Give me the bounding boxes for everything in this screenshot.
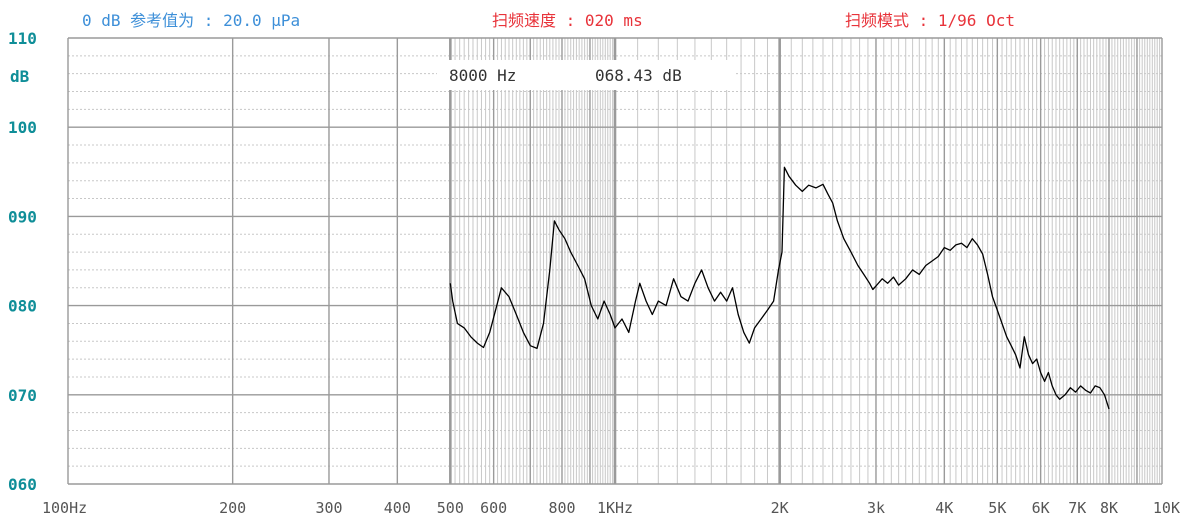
major-gridlines [67,37,1163,485]
x-tick-label: 6K [1032,499,1050,517]
x-tick-labels: 100Hz 200 300 400 500 600 800 1KHz 2K 3k 4K 5K 6K 7K 8… [42,499,1180,517]
readout-box [437,60,734,90]
y-tick-label: 090 [8,207,37,226]
x-tick-label: 400 [384,499,411,517]
x-tick-label: 2K [771,499,789,517]
x-tick-label: 3k [867,499,885,517]
x-tick-label: 10K [1153,499,1180,517]
x-tick-label: 5K [988,499,1006,517]
x-tick-label: 7K [1068,499,1086,517]
y-axis-unit-label: dB [10,67,30,86]
x-tick-label: 200 [219,499,246,517]
x-tick-label: 1KHz [597,499,633,517]
y-tick-label: 100 [8,118,37,137]
reference-level-label: 0 dB 参考值为 : 20.0 μPa [82,11,300,30]
x-tick-label: 300 [315,499,342,517]
minor-gridlines [68,38,1162,484]
y-tick-label: 110 [8,29,37,48]
x-tick-label: 4K [935,499,953,517]
x-tick-label: 8K [1100,499,1118,517]
sweep-mode-label: 扫频模式 : 1/96 Oct [845,11,1015,30]
y-tick-label: 070 [8,386,37,405]
y-tick-label: 060 [8,475,37,494]
sweep-speed-label: 扫频速度 : 020 ms [492,11,643,30]
x-tick-label: 800 [548,499,575,517]
y-tick-label: 080 [8,297,37,316]
y-tick-labels: 060 070 080 090 100 110 [8,29,37,494]
x-tick-label: 600 [480,499,507,517]
x-tick-label: 500 [437,499,464,517]
response-trace [449,166,1110,410]
readout-level: 068.43 dB [595,66,682,85]
x-tick-label: 100Hz [42,499,87,517]
readout-frequency: 8000 Hz [449,66,516,85]
